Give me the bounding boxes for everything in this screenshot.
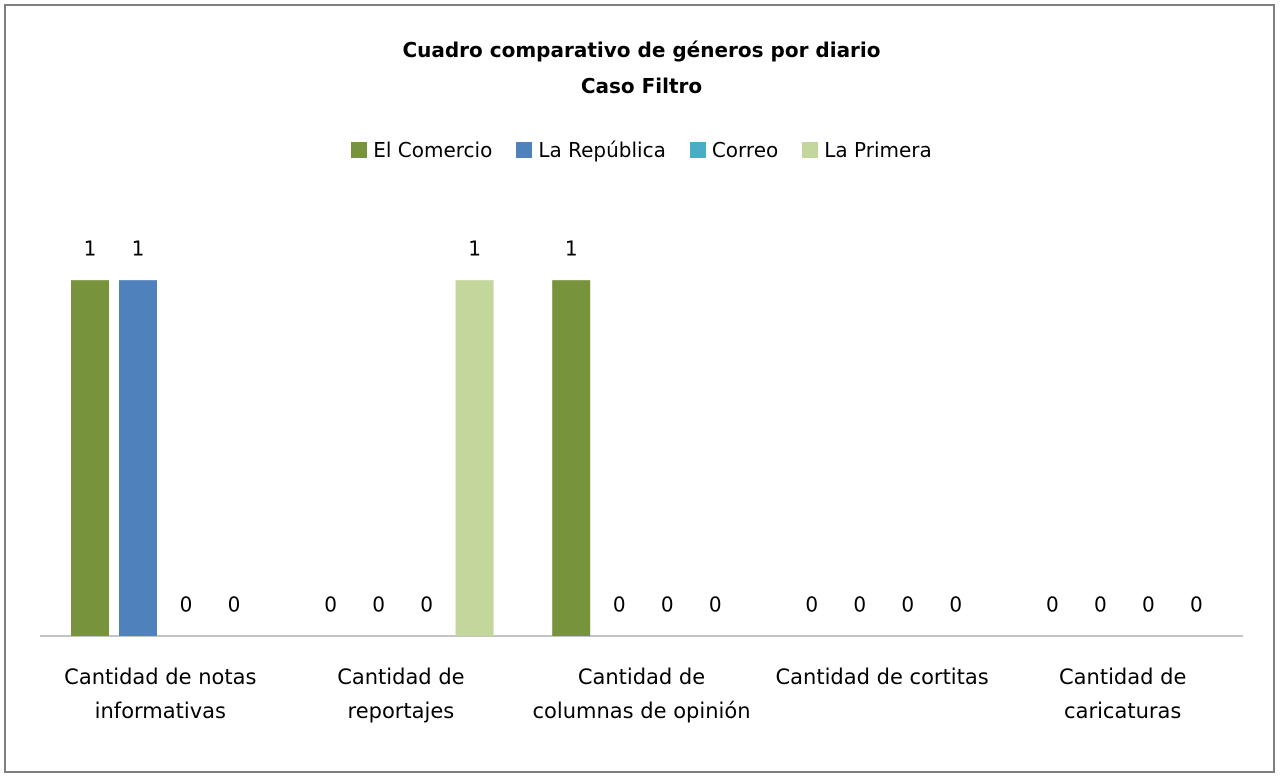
- x-tick-label: Cantidad de columnas de opinión: [532, 665, 751, 723]
- data-label: 0: [709, 593, 722, 617]
- legend-swatch: [689, 142, 706, 158]
- data-label: 0: [420, 593, 433, 617]
- data-label: 0: [901, 593, 914, 617]
- chart-title: Cuadro comparativo de géneros por diario: [402, 38, 881, 62]
- chart-frame: [4, 4, 1275, 773]
- data-label: 1: [84, 237, 97, 261]
- data-label: 0: [661, 593, 674, 617]
- x-tick-label: Cantidad de reportajes: [337, 665, 465, 723]
- data-label: 0: [372, 593, 385, 617]
- data-label: 0: [805, 593, 818, 617]
- legend-item: La República: [516, 138, 666, 162]
- data-label: 1: [132, 237, 145, 261]
- x-tick-label: Cantidad de caricaturas: [1059, 665, 1187, 723]
- bar: [455, 280, 494, 636]
- data-label: 1: [468, 237, 481, 261]
- legend-item: El Comercio: [351, 138, 492, 162]
- data-label: 0: [228, 593, 241, 617]
- legend-label: Correo: [711, 138, 779, 162]
- data-label: 0: [949, 593, 962, 617]
- legend-swatch: [351, 142, 368, 158]
- data-label: 0: [613, 593, 626, 617]
- data-label: 0: [1142, 593, 1155, 617]
- data-label: 0: [1046, 593, 1059, 617]
- data-label: 0: [1094, 593, 1107, 617]
- bar: [71, 280, 109, 636]
- legend-swatch: [802, 142, 819, 158]
- data-label: 0: [1190, 593, 1203, 617]
- legend-label: La República: [538, 138, 666, 162]
- legend: El Comercio La República Correo La Primera: [0, 138, 1283, 162]
- x-tick-label: Cantidad de notas informativas: [64, 665, 257, 723]
- legend-label: El Comercio: [373, 138, 493, 162]
- x-tick-label: Cantidad de cortitas: [775, 665, 989, 689]
- legend-item: La Primera: [802, 138, 932, 162]
- bar: [119, 280, 157, 636]
- legend-item: Correo: [689, 138, 779, 162]
- legend-label: La Primera: [824, 138, 932, 162]
- data-label: 0: [180, 593, 193, 617]
- data-label: 0: [853, 593, 866, 617]
- legend-swatch: [516, 142, 533, 158]
- data-label: 0: [324, 593, 337, 617]
- data-label: 1: [565, 237, 578, 261]
- chart-subtitle: Caso Filtro: [580, 74, 703, 98]
- bar: [552, 280, 591, 636]
